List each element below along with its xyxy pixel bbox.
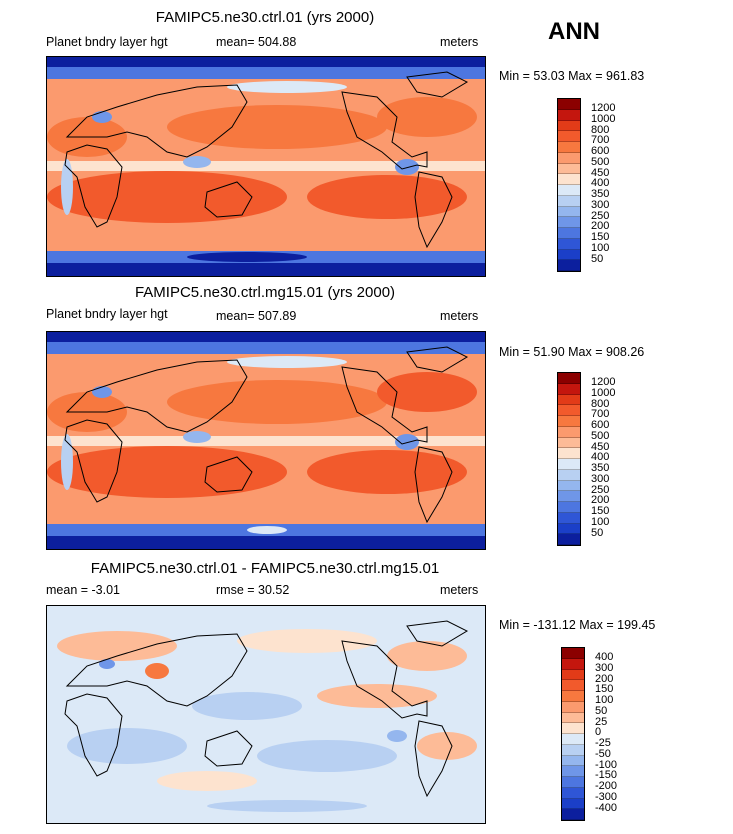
panel3-tick: 50 <box>595 705 608 717</box>
panel1-units: meters <box>440 35 479 49</box>
panel3-mean: mean = -3.01 <box>46 583 121 597</box>
panel1-tick: 350 <box>591 188 610 200</box>
panel1-tick: 1000 <box>591 113 616 125</box>
panel2-tick: 250 <box>591 484 610 496</box>
panel2-tick: 400 <box>591 451 610 463</box>
panel3-tick: -300 <box>595 791 618 803</box>
panel3-tick: -400 <box>595 802 618 814</box>
panel1-mean: mean= 504.88 <box>216 35 297 49</box>
panel2-tick: 450 <box>591 441 610 453</box>
panel3-tick: 100 <box>595 694 614 706</box>
panel3-tick: 25 <box>595 716 608 728</box>
panel2-map <box>46 331 486 550</box>
panel1-tick: 250 <box>591 210 610 222</box>
panel3-tick: -100 <box>595 759 618 771</box>
panel1-tick: 50 <box>591 253 604 265</box>
panel2-range: Min = 51.90 Max = 908.26 <box>499 345 645 359</box>
panel2-mean: mean= 507.89 <box>216 309 297 323</box>
panel2-tick: 200 <box>591 494 610 506</box>
panel1-tick: 800 <box>591 124 610 136</box>
panel2-title: FAMIPC5.ne30.ctrl.mg15.01 (yrs 2000) <box>134 284 396 301</box>
panel2-tick: 1000 <box>591 387 616 399</box>
panel1-tick: 150 <box>591 231 610 243</box>
panel3-tick: 200 <box>595 673 614 685</box>
season-label: ANN <box>548 18 600 45</box>
panel2-colorbar <box>557 372 581 546</box>
panel1-tick: 450 <box>591 167 610 179</box>
panel2-tick: 150 <box>591 505 610 517</box>
panel3-tick: -25 <box>595 737 611 749</box>
panel1-tick: 100 <box>591 242 610 254</box>
panel1-title: FAMIPC5.ne30.ctrl.01 (yrs 2000) <box>155 9 375 26</box>
panel2-tick: 800 <box>591 398 610 410</box>
panel2-tick: 700 <box>591 408 610 420</box>
panel1-tick: 600 <box>591 145 610 157</box>
panel3-title: FAMIPC5.ne30.ctrl.01 - FAMIPC5.ne30.ctrl… <box>90 560 440 577</box>
panel2-tick: 500 <box>591 430 610 442</box>
panel3-tick: 400 <box>595 651 614 663</box>
panel2-tick: 300 <box>591 473 610 485</box>
panel1-tick: 700 <box>591 134 610 146</box>
panel1-tick: 200 <box>591 220 610 232</box>
panel1-tick: 1200 <box>591 102 616 114</box>
panel3-colorbar <box>561 647 585 821</box>
panel1-map <box>46 56 486 277</box>
panel3-units: meters <box>440 583 479 597</box>
panel1-tick: 300 <box>591 199 610 211</box>
panel2-tick: 350 <box>591 462 610 474</box>
panel2-tick: 1200 <box>591 376 616 388</box>
panel3-map-svg <box>47 606 485 823</box>
panel3-map <box>46 605 486 824</box>
panel1-map-svg <box>47 57 485 276</box>
panel1-colorbar <box>557 98 581 272</box>
panel1-tick: 500 <box>591 156 610 168</box>
panel2-variable: Planet bndry layer hgt <box>46 307 168 321</box>
panel3-tick: -200 <box>595 780 618 792</box>
panel1-variable: Planet bndry layer hgt <box>46 35 168 49</box>
panel3-tick: 0 <box>595 726 602 738</box>
panel2-map-svg <box>47 332 485 549</box>
panel3-tick: -150 <box>595 769 618 781</box>
panel2-tick: 50 <box>591 527 604 539</box>
panel1-tick: 400 <box>591 177 610 189</box>
panel2-tick: 600 <box>591 419 610 431</box>
panel3-tick: -50 <box>595 748 611 760</box>
panel3-range: Min = -131.12 Max = 199.45 <box>499 618 656 632</box>
panel3-tick: 300 <box>595 662 614 674</box>
panel3-rmse: rmse = 30.52 <box>216 583 290 597</box>
panel3-tick: 150 <box>595 683 614 695</box>
panel1-range: Min = 53.03 Max = 961.83 <box>499 69 645 83</box>
panel2-tick: 100 <box>591 516 610 528</box>
panel2-units: meters <box>440 309 479 323</box>
